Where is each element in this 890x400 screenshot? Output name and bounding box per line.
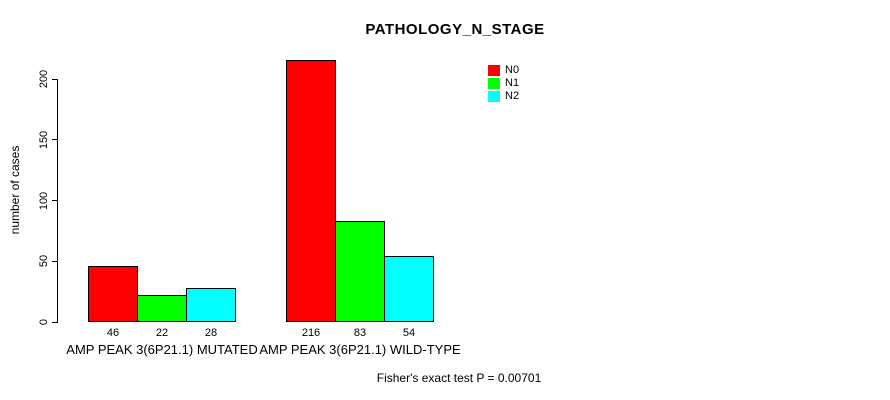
y-axis-tick-label: 0	[38, 318, 50, 326]
bar-value-label: 216	[301, 327, 321, 339]
y-axis-tick	[52, 78, 58, 80]
bar-value-label: 22	[155, 327, 169, 339]
x-axis-category-label: AMP PEAK 3(6P21.1) MUTATED	[66, 342, 258, 357]
bar-n1-wild-type	[335, 221, 385, 322]
legend-label: N0	[505, 64, 520, 76]
legend-item-n1: N1	[488, 77, 519, 90]
y-axis-tick-label: 50	[38, 255, 50, 268]
legend-item-n2: N2	[488, 90, 519, 103]
bar-n1-mutated	[137, 295, 187, 322]
legend-swatch-n2	[488, 91, 500, 102]
bar-value-label: 54	[402, 327, 416, 339]
y-axis-tick-label: 200	[38, 69, 50, 89]
x-axis-category-label: AMP PEAK 3(6P21.1) WILD-TYPE	[259, 342, 461, 357]
chart-title: PATHOLOGY_N_STAGE	[365, 21, 545, 38]
fisher-test-annotation: Fisher's exact test P = 0.00701	[376, 371, 542, 385]
bar-value-label: 83	[353, 327, 367, 339]
legend-swatch-n0	[488, 65, 500, 76]
y-axis-tick	[52, 200, 58, 201]
y-axis-tick	[52, 321, 58, 323]
legend-swatch-n1	[488, 78, 500, 89]
bar-value-label: 46	[106, 327, 120, 339]
y-axis-tick	[52, 139, 58, 141]
bar-n0-mutated	[88, 266, 138, 322]
y-axis-tick-label: 100	[38, 191, 50, 210]
legend-label: N2	[505, 90, 520, 102]
legend-item-n0: N0	[488, 64, 519, 77]
y-axis-tick-label: 150	[38, 130, 50, 149]
legend-label: N1	[505, 77, 520, 89]
y-axis-label: number of cases	[8, 145, 22, 235]
bar-n2-mutated	[186, 287, 236, 322]
y-axis-line	[57, 79, 58, 323]
y-axis-tick	[52, 260, 58, 262]
bar-n0-wild-type	[286, 59, 336, 322]
legend: N0 N1 N2	[488, 64, 519, 103]
bar-n2-wild-type	[384, 256, 434, 322]
bar-value-label: 28	[204, 327, 218, 339]
